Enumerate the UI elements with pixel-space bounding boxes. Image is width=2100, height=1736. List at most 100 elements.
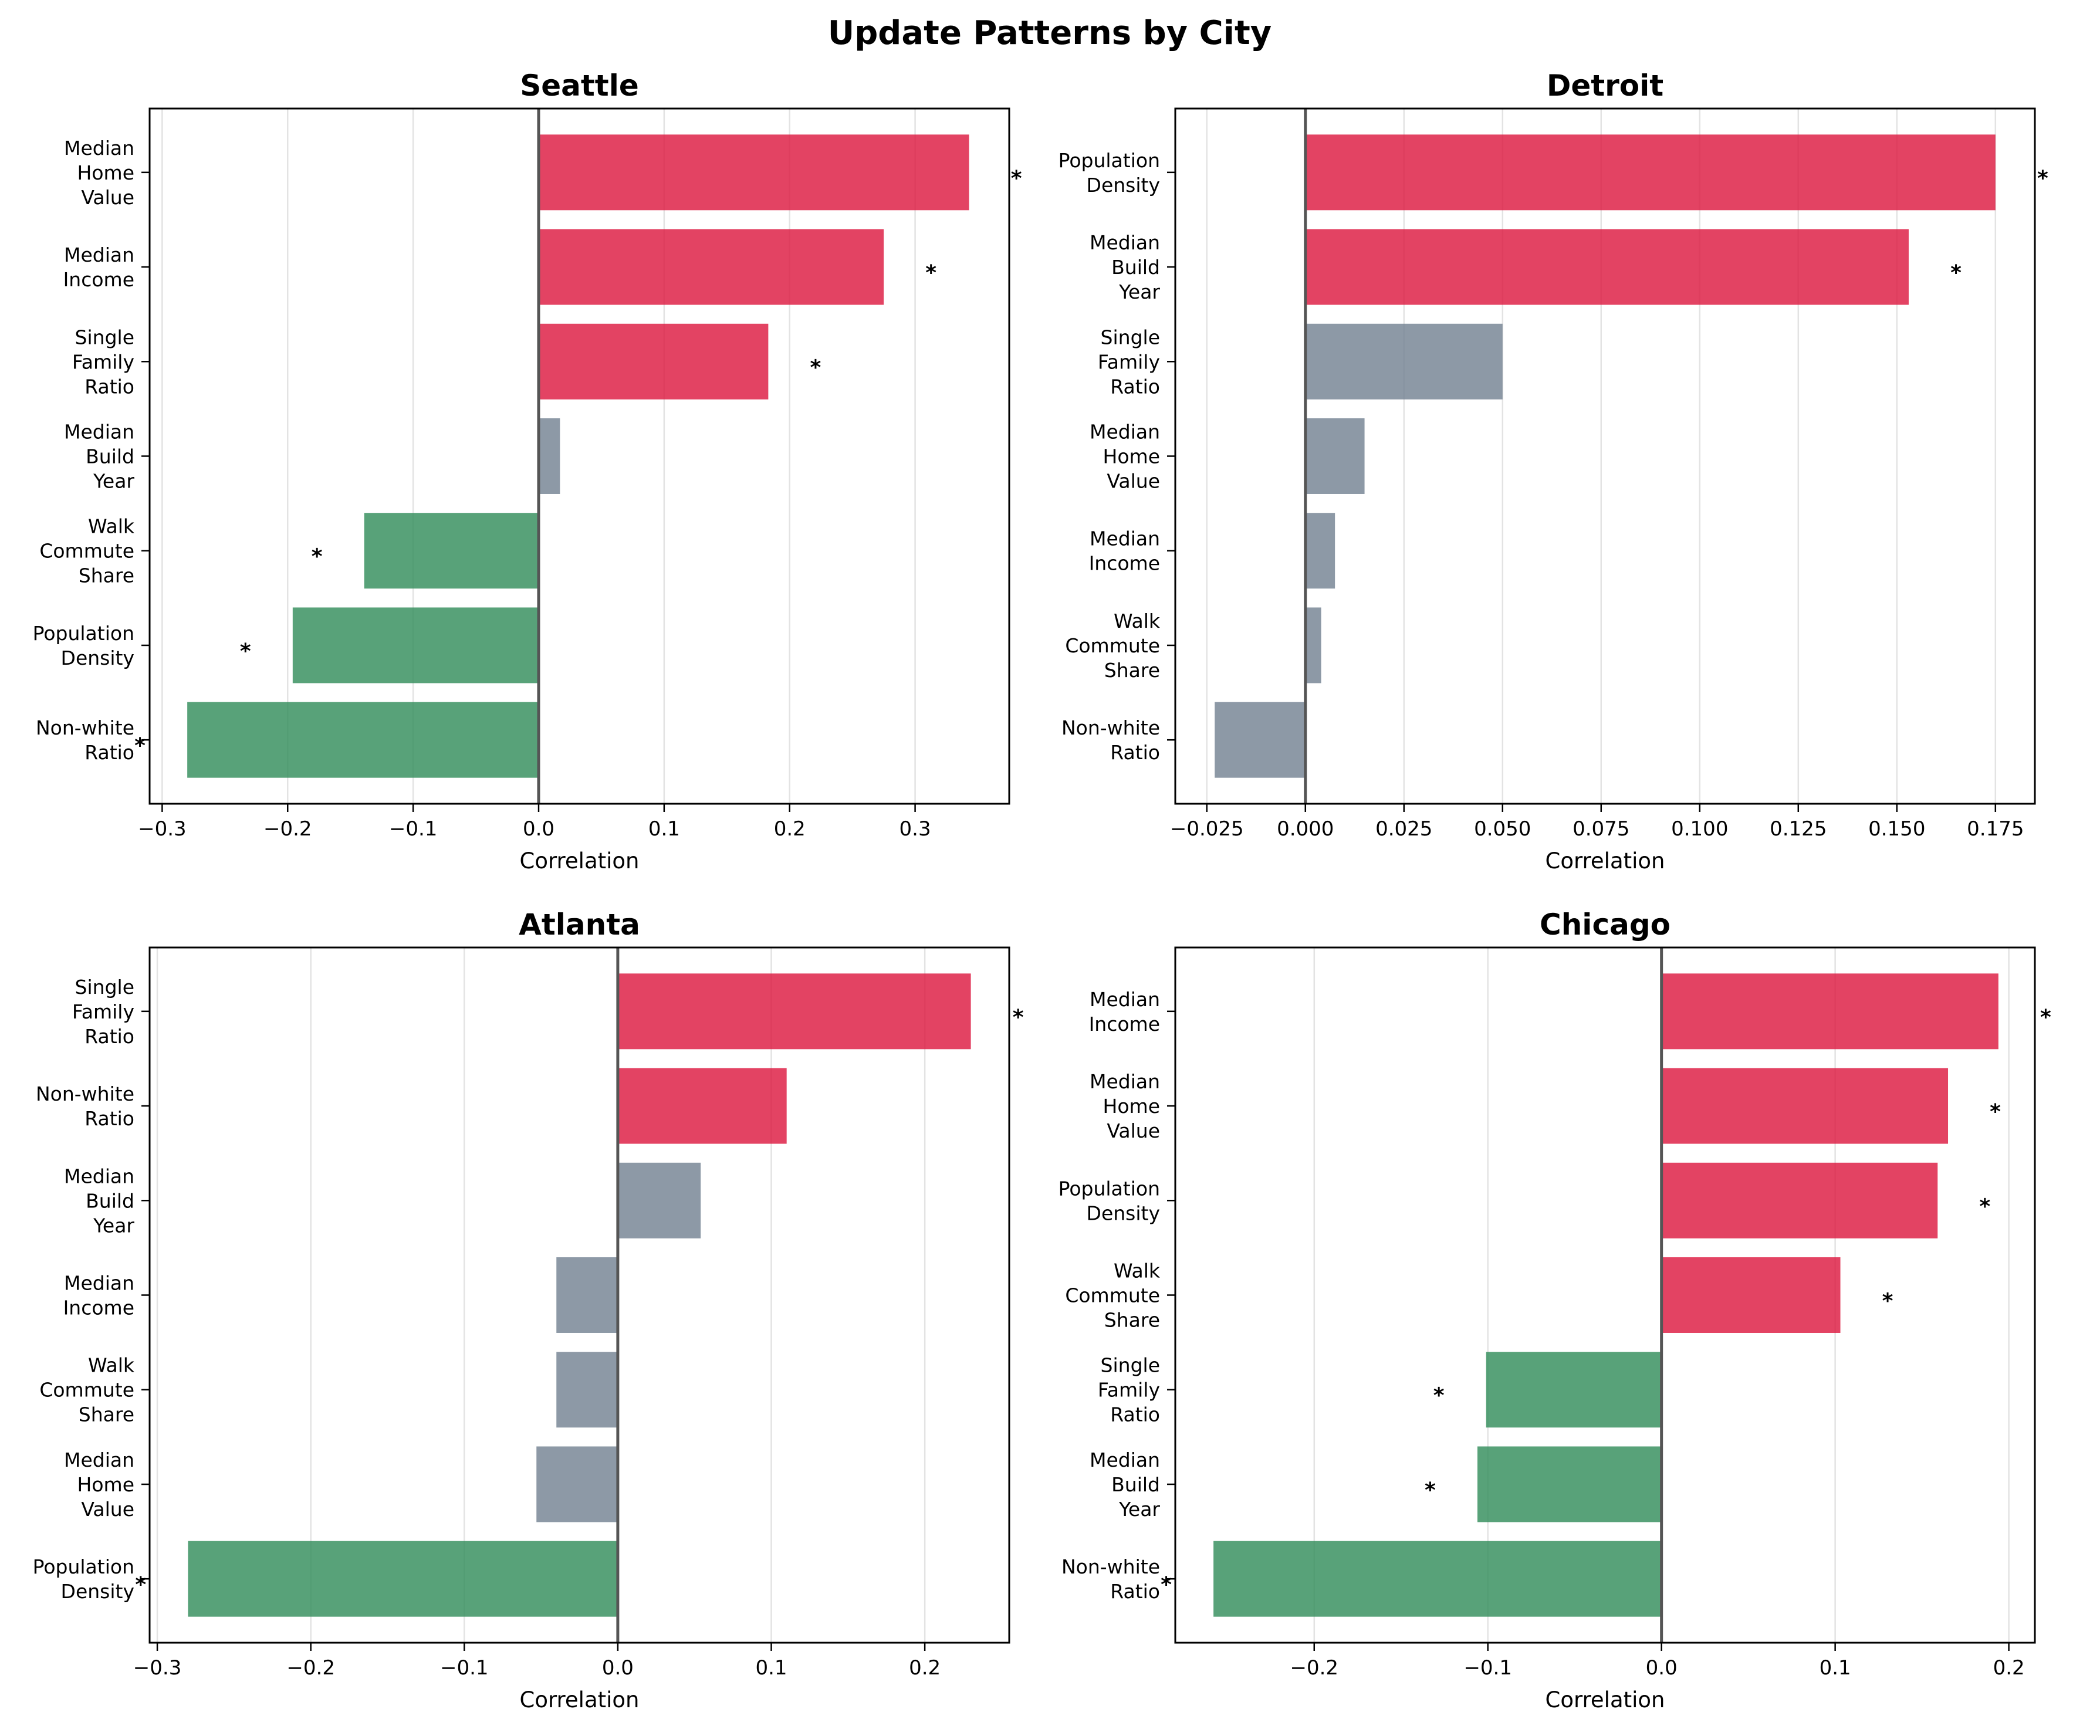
x-tick-label: 0.000 — [1277, 817, 1334, 841]
y-tick-label: Single Family Ratio — [72, 976, 134, 1048]
x-tick-label: 0.0 — [1646, 1656, 1678, 1680]
x-tick-label: 0.2 — [909, 1656, 941, 1680]
y-tick-label: Median Home Value — [64, 1449, 134, 1521]
significance-marker: * — [240, 639, 251, 664]
significance-marker: * — [1433, 1384, 1445, 1408]
x-tick-label: −0.2 — [1290, 1656, 1338, 1680]
y-tick-label: Median Build Year — [64, 421, 134, 493]
bar[interactable] — [1305, 134, 1996, 211]
x-tick-label: −0.025 — [1170, 817, 1244, 841]
x-tick-label: −0.1 — [1463, 1656, 1512, 1680]
x-axis-label: Correlation — [519, 848, 639, 874]
x-tick-label: 0.2 — [1993, 1656, 2025, 1680]
significance-marker: * — [1990, 1100, 2001, 1124]
y-tick-label: Population Density — [33, 622, 134, 669]
figure-title: Update Patterns by City — [828, 14, 1272, 52]
bar[interactable] — [617, 1162, 701, 1238]
y-tick-label: Median Home Value — [1090, 1070, 1160, 1142]
x-tick-label: 0.125 — [1770, 817, 1827, 841]
bar[interactable] — [1661, 1162, 1938, 1238]
x-tick-label: 0.025 — [1375, 817, 1432, 841]
bar[interactable] — [1305, 513, 1335, 589]
significance-marker: * — [312, 545, 323, 569]
y-tick-label: Median Build Year — [64, 1165, 134, 1237]
bar[interactable] — [1213, 1541, 1662, 1617]
x-tick-label: 0.0 — [523, 817, 554, 841]
significance-marker: * — [1425, 1478, 1436, 1502]
y-tick-label: Walk Commute Share — [1065, 1260, 1161, 1332]
bar[interactable] — [538, 323, 769, 400]
significance-marker: * — [2037, 167, 2048, 191]
x-tick-label: −0.1 — [440, 1656, 489, 1680]
x-tick-label: −0.1 — [389, 817, 438, 841]
y-tick-label: Population Density — [1059, 1177, 1160, 1224]
bar[interactable] — [292, 607, 539, 683]
y-tick-label: Walk Commute Share — [39, 1354, 135, 1426]
bar[interactable] — [1305, 323, 1503, 400]
bar[interactable] — [556, 1257, 618, 1333]
significance-marker: * — [1011, 167, 1022, 191]
y-tick-label: Population Density — [1059, 149, 1160, 197]
bar[interactable] — [538, 134, 969, 211]
bar[interactable] — [1661, 1257, 1841, 1333]
y-tick-label: Non-white Ratio — [36, 716, 134, 764]
y-tick-label: Single Family Ratio — [1098, 326, 1160, 398]
y-tick-label: Median Income — [63, 1272, 134, 1319]
x-tick-label: −0.3 — [133, 1656, 182, 1680]
y-tick-label: Population Density — [33, 1555, 134, 1603]
y-tick-label: Median Build Year — [1090, 1449, 1160, 1521]
bar[interactable] — [1477, 1446, 1662, 1522]
bar[interactable] — [1661, 1068, 1949, 1144]
x-axis-label: Correlation — [1545, 1687, 1665, 1713]
bar[interactable] — [1486, 1352, 1662, 1428]
bar[interactable] — [1661, 973, 1998, 1050]
panel-title: Chicago — [1540, 908, 1670, 942]
y-tick-label: Median Build Year — [1090, 231, 1160, 303]
x-axis-label: Correlation — [1545, 848, 1665, 874]
panel-detroit: Detroit * * −0.025 0.000 0.025 0.050 0.075 0.100… — [1059, 69, 2048, 874]
significance-marker: * — [134, 734, 146, 758]
x-tick-label: 0.150 — [1868, 817, 1925, 841]
x-tick-label: −0.2 — [286, 1656, 335, 1680]
bar[interactable] — [188, 1541, 618, 1617]
x-tick-label: 0.2 — [774, 817, 806, 841]
bar[interactable] — [536, 1446, 618, 1522]
bar[interactable] — [364, 513, 539, 589]
x-tick-label: −0.3 — [138, 817, 187, 841]
bar[interactable] — [1305, 229, 1909, 305]
x-tick-label: 0.1 — [1820, 1656, 1851, 1680]
panel-title: Detroit — [1547, 69, 1663, 103]
y-tick-label: Median Home Value — [1090, 421, 1160, 493]
y-tick-label: Single Family Ratio — [1098, 1354, 1160, 1426]
bar[interactable] — [617, 1068, 787, 1144]
bar[interactable] — [538, 229, 884, 305]
bar[interactable] — [538, 418, 560, 494]
significance-marker: * — [1979, 1194, 1990, 1219]
y-tick-label: Non-white Ratio — [1061, 716, 1160, 764]
x-tick-label: 0.100 — [1671, 817, 1728, 841]
y-tick-label: Non-white Ratio — [1061, 1555, 1160, 1603]
y-tick-label: Median Income — [1089, 988, 1160, 1035]
y-tick-label: Non-white Ratio — [36, 1082, 134, 1130]
y-tick-label: Walk Commute Share — [39, 515, 135, 587]
panel-chicago: Chicago * * * * * * * −0.2 −0.1 0.0 0.1 0.2 Correlati… — [1059, 908, 2051, 1713]
bar[interactable] — [1305, 418, 1365, 494]
significance-marker: * — [810, 356, 821, 380]
bar[interactable] — [556, 1352, 618, 1428]
bar[interactable] — [1305, 607, 1321, 683]
significance-marker: * — [925, 261, 936, 285]
significance-marker: * — [1013, 1006, 1024, 1030]
y-tick-label: Median Income — [1089, 527, 1160, 575]
x-axis-label: Correlation — [519, 1687, 639, 1713]
bar[interactable] — [617, 973, 971, 1050]
x-tick-label: 0.175 — [1967, 817, 2024, 841]
x-tick-label: 0.0 — [602, 1656, 634, 1680]
x-tick-label: 0.075 — [1573, 817, 1629, 841]
x-tick-label: 0.050 — [1474, 817, 1531, 841]
bar[interactable] — [1215, 702, 1306, 778]
bar[interactable] — [187, 702, 539, 778]
panel-atlanta: Atlanta * * −0.3 −0.2 −0.1 0.0 0.1 0.2 Correlatio… — [33, 908, 1024, 1713]
y-tick-label: Single Family Ratio — [72, 326, 134, 398]
